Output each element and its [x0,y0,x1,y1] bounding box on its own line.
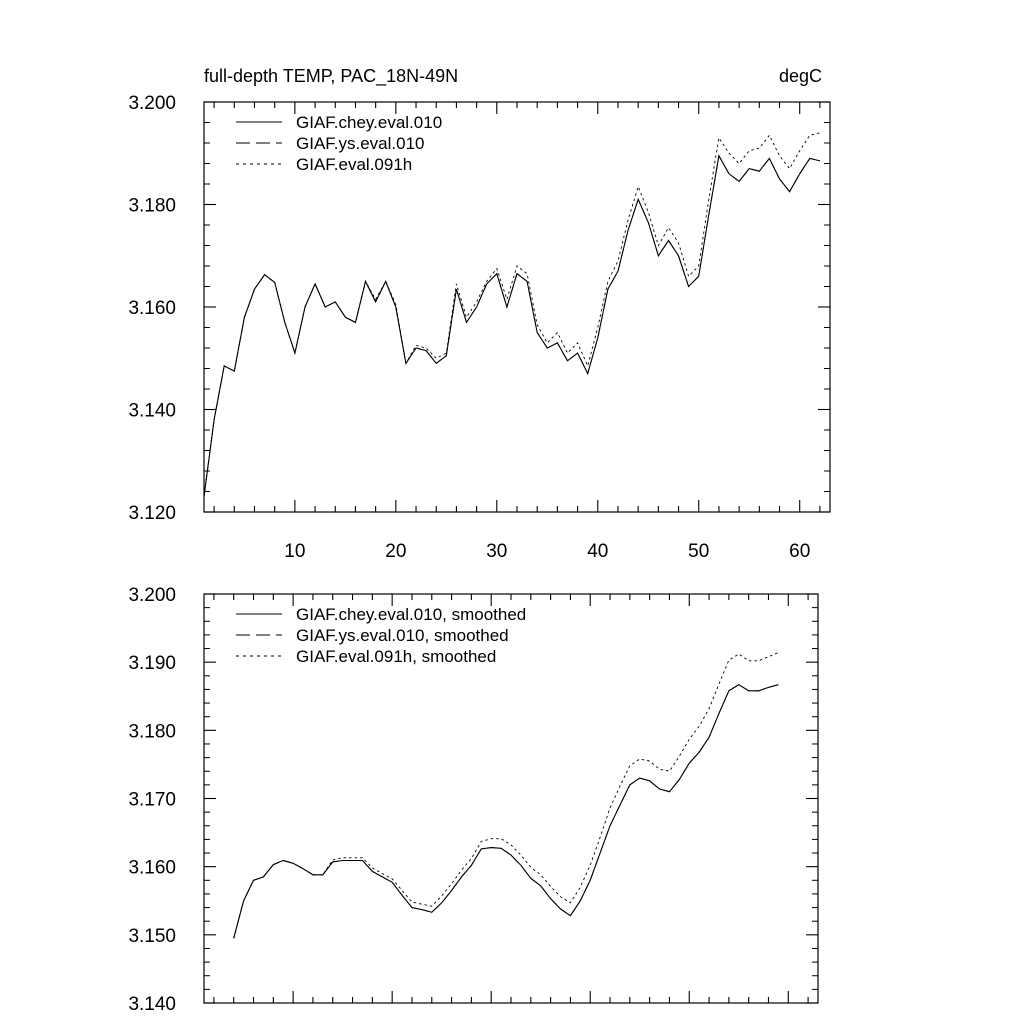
units-label: degC [779,66,822,86]
chart-title: full-depth TEMP, PAC_18N-49N [204,66,458,87]
y-tick-label: 3.160 [128,858,176,879]
y-tick-label: 3.190 [128,653,176,674]
legend-label-1: GIAF.chey.eval.010, smoothed [296,605,526,624]
legend-label-3: GIAF.eval.091h [296,155,412,174]
x-tick-label: 50 [688,541,709,562]
legend-label-3: GIAF.eval.091h, smoothed [296,647,496,666]
x-tick-label: 30 [486,541,507,562]
x-tick-label: 10 [284,541,305,562]
y-tick-label: 3.200 [128,585,176,606]
chart-2: 3.140 3.150 3.160 3.170 3.180 3.190 3.200 GIAF.… [128,585,819,1015]
legend-label-2: GIAF.ys.eval.010, smoothed [296,626,509,645]
series-line-1 [233,684,779,939]
series-line-2 [233,684,779,939]
series-line-1 [203,154,821,497]
y-tick-label: 3.180 [128,196,176,217]
y-tick-label: 3.120 [128,503,176,524]
y-tick-label: 3.160 [128,298,176,319]
series-line-2 [203,154,821,497]
x-tick-label: 20 [385,541,406,562]
y-tick-label: 3.140 [128,401,176,422]
chart-1: 3.120 3.140 3.160 3.180 3.200 10 20 30 40 50 60 ful… [128,66,831,562]
series-line-3 [233,652,779,939]
legend-label-1: GIAF.chey.eval.010 [296,113,442,132]
y-tick-label: 3.140 [128,994,176,1015]
series-line-3 [203,132,821,497]
y-tick-label: 3.150 [128,926,176,947]
x-tick-label: 40 [587,541,608,562]
y-tick-label: 3.180 [128,721,176,742]
y-tick-label: 3.200 [128,93,176,114]
x-tick-label: 60 [789,541,810,562]
legend-label-2: GIAF.ys.eval.010 [296,134,425,153]
y-tick-label: 3.170 [128,790,176,811]
